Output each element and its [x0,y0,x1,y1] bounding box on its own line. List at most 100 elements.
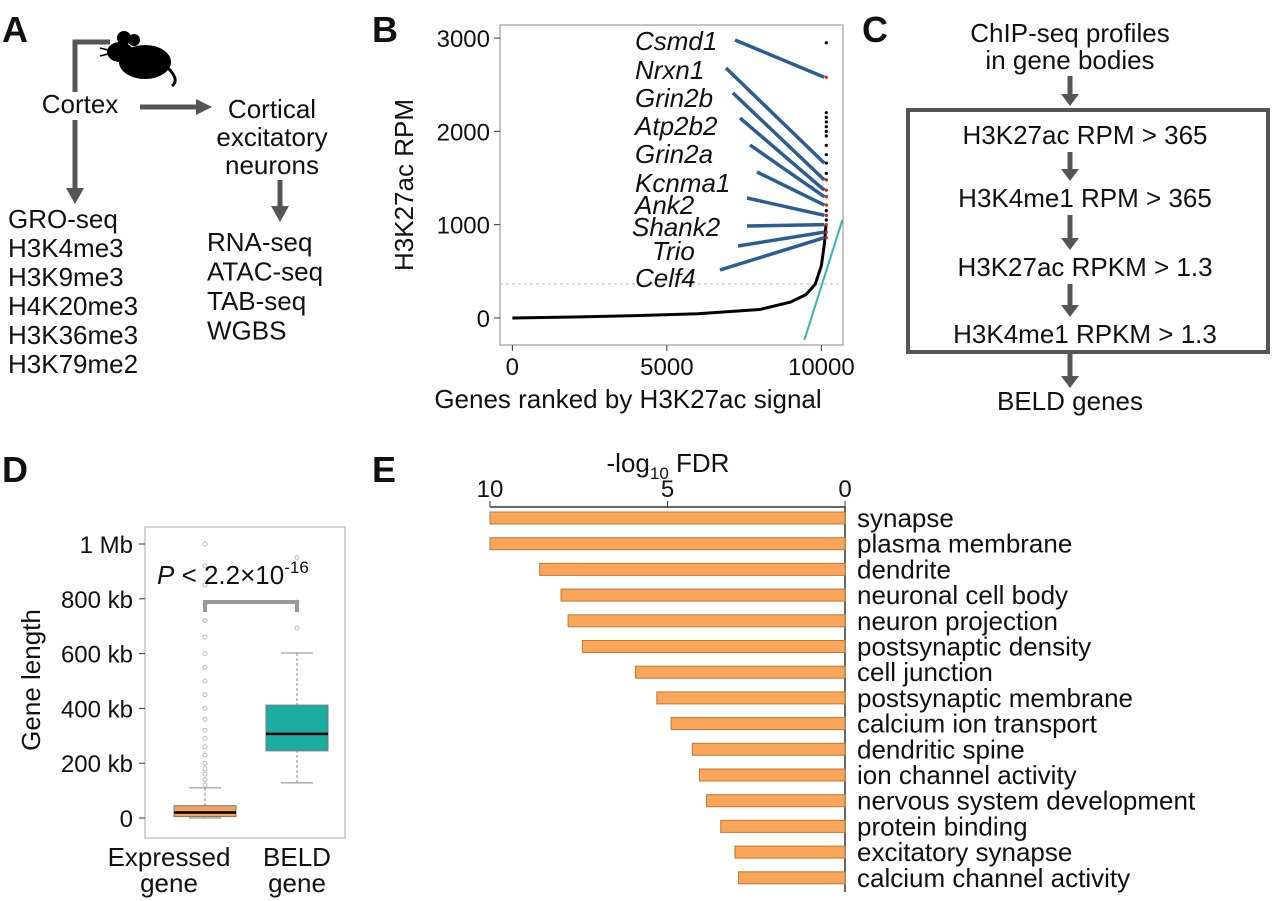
filter-label: H3K27ac RPKM > 1.3 [957,252,1212,282]
bar [489,511,846,525]
category-label: protein binding [857,811,1028,841]
arrow-head [1061,376,1079,388]
assay-label: H3K79me2 [8,349,138,379]
gene-point [824,171,828,175]
gene-point [824,218,828,222]
category-label: plasma membrane [857,529,1072,559]
outlier [202,582,208,588]
gene-point [824,115,828,119]
plot-frame [144,526,346,839]
x-tick-label: 0 [838,476,851,503]
flow-label: in gene bodies [985,45,1154,75]
title-sub: 10 [650,464,669,483]
bar [567,614,846,628]
arrow-head [66,188,84,204]
bar [734,845,846,859]
gene-label: Celf4 [635,263,696,293]
gene-label: Nrxn1 [635,55,704,85]
gene-label: Grin2a [635,139,713,169]
flow-label: ChIP-seq profiles [970,18,1169,48]
x-tick-label: Expressed [108,842,231,872]
ranked-curve [512,224,828,320]
bar [581,640,846,653]
arrow-head [1061,305,1079,317]
bar [670,717,846,731]
outlier [202,771,208,777]
gene-point [824,153,828,157]
bar [698,768,846,782]
outlier [202,563,208,569]
x-tick-label: gene [268,868,326,898]
category-label: neuronal cell body [857,580,1068,610]
assay-label: WGBS [207,316,286,346]
assay-label: TAB-seq [207,286,306,316]
arrow-head [1061,169,1079,181]
gene-label: Atp2b2 [633,111,718,141]
plot-frame [499,24,844,346]
arrow-head [196,99,212,115]
x-tick-label: 5000 [640,354,693,381]
outlier [294,625,300,631]
outlier [202,736,208,742]
annotation-line [749,143,826,199]
gene-point [824,134,828,138]
category-label: synapse [857,503,954,533]
gene-label: Grin2b [635,83,713,113]
annotation-line [756,170,826,207]
y-tick-label: 400 kb [61,696,133,723]
gene-point [824,195,828,199]
category-label: dendritic spine [857,734,1025,764]
outlier [202,727,208,733]
p-exponent: -16 [284,558,309,577]
gene-label: Csmd1 [635,26,717,56]
x-tick-label: gene [140,868,198,898]
assay-label: RNA-seq [207,227,312,257]
box [265,704,329,752]
panel-letter: B [372,9,398,50]
outlier [202,541,208,547]
filter-label: H3K27ac RPM > 365 [963,120,1208,150]
panel-letter: D [2,449,28,490]
category-label: cell junction [857,657,993,687]
bar [489,537,846,551]
outlier [202,766,208,772]
y-axis-label: H3K27ac RPM [389,99,419,271]
gene-point [824,230,828,234]
bar [560,588,846,602]
category-label: postsynaptic density [857,632,1091,662]
bar [720,819,846,833]
annotation-line [724,66,826,165]
outlier [202,692,208,698]
connector [72,39,110,92]
gene-point [824,188,828,192]
annotation-line [737,230,825,248]
outlier [202,744,208,750]
outlier [202,618,208,624]
mouse-icon [99,31,177,88]
outlier [202,777,208,783]
y-axis-label: Gene length [16,609,46,751]
gene-point [824,129,828,133]
y-tick-label: 2000 [437,119,490,146]
outlier [202,678,208,684]
bar [691,742,846,756]
gene-point [824,120,828,124]
box [173,805,237,818]
gene-point [824,161,828,165]
x-tick-label: BELD [263,842,331,872]
annotation-line [738,116,826,192]
gene-point [824,223,828,227]
assay-label: H3K9me3 [8,262,124,292]
gene-label: Ank2 [633,190,695,220]
gene-label: Kcnma1 [635,168,730,198]
title-base: -log [607,448,650,478]
category-label: ion channel activity [857,760,1077,790]
annotation-line [719,236,825,272]
outlier [202,760,208,766]
gene-point [824,111,828,115]
node-label: Cortex [42,89,119,119]
x-tick-label: 5 [661,476,674,503]
fit-line [803,219,844,341]
annotation-line [734,38,825,79]
